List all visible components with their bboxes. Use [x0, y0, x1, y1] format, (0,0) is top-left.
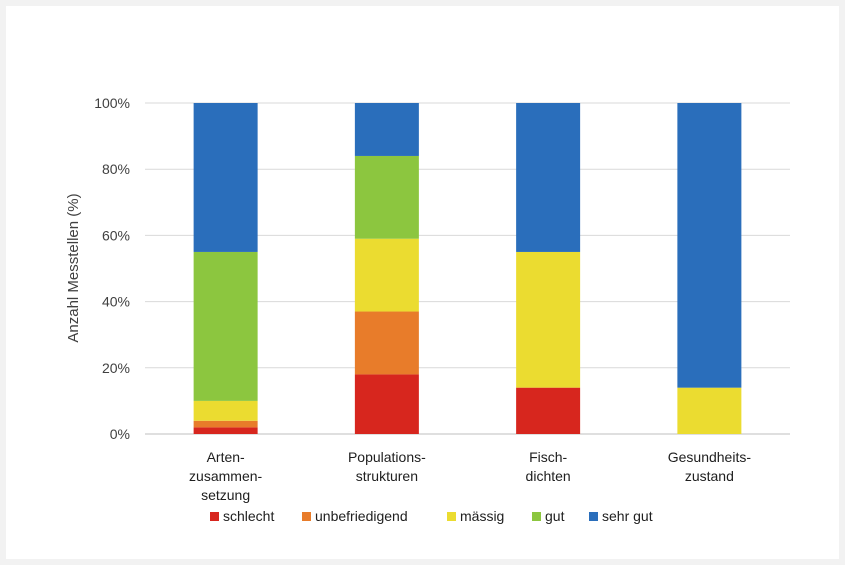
bar-segment-unbefriedigend: [193, 420, 258, 428]
legend-swatch: [589, 512, 598, 521]
legend-item: gut: [532, 508, 565, 524]
legend-swatch: [532, 512, 541, 521]
legend-label: unbefriedigend: [315, 508, 408, 524]
y-tick-label: 0%: [110, 426, 130, 442]
bar-segment-mässig: [354, 238, 419, 312]
bar-segment-schlecht: [193, 427, 258, 434]
legend-item: mässig: [447, 508, 504, 524]
y-tick-label: 40%: [102, 294, 130, 310]
bars: [193, 103, 742, 434]
bar-segment-schlecht: [516, 387, 581, 434]
bar-segment-sehr-gut: [193, 103, 258, 252]
x-category-label: Arten-zusammen-setzung: [189, 449, 262, 503]
bar-segment-sehr-gut: [354, 103, 419, 156]
x-category-label: Fisch-dichten: [526, 449, 571, 484]
y-tick-label: 80%: [102, 161, 130, 177]
bar-segment-gut: [354, 155, 419, 239]
x-category-label: Populations-strukturen: [348, 449, 426, 484]
legend-label: gut: [545, 508, 565, 524]
legend-label: sehr gut: [602, 508, 653, 524]
bar-segment-gut: [193, 251, 258, 401]
bar-segment-mässig: [516, 251, 581, 388]
bar-segment-sehr-gut: [677, 103, 742, 388]
y-tick-label: 20%: [102, 360, 130, 376]
legend-item: schlecht: [210, 508, 274, 524]
y-tick-labels: 0% 20% 40% 60% 80% 100%: [94, 95, 130, 442]
x-category-label: Gesundheits-zustand: [668, 449, 752, 484]
bar-segment-mässig: [193, 400, 258, 421]
legend-label: schlecht: [223, 508, 274, 524]
x-category-labels: Arten-zusammen-setzung Populations-strukt…: [189, 449, 751, 503]
legend-swatch: [302, 512, 311, 521]
legend-item: sehr gut: [589, 508, 653, 524]
bar-segment-schlecht: [354, 374, 419, 434]
legend-swatch: [447, 512, 456, 521]
y-tick-label: 100%: [94, 95, 130, 111]
legend: schlecht unbefriedigend mässig gut sehr gut: [210, 508, 653, 524]
y-tick-label: 60%: [102, 227, 130, 243]
legend-item: unbefriedigend: [302, 508, 408, 524]
y-axis-title: Anzahl Messtellen (%): [65, 193, 82, 342]
legend-label: mässig: [460, 508, 504, 524]
bar-segment-mässig: [677, 387, 742, 434]
bar-segment-sehr-gut: [516, 103, 581, 252]
legend-swatch: [210, 512, 219, 521]
bar-segment-unbefriedigend: [354, 311, 419, 375]
